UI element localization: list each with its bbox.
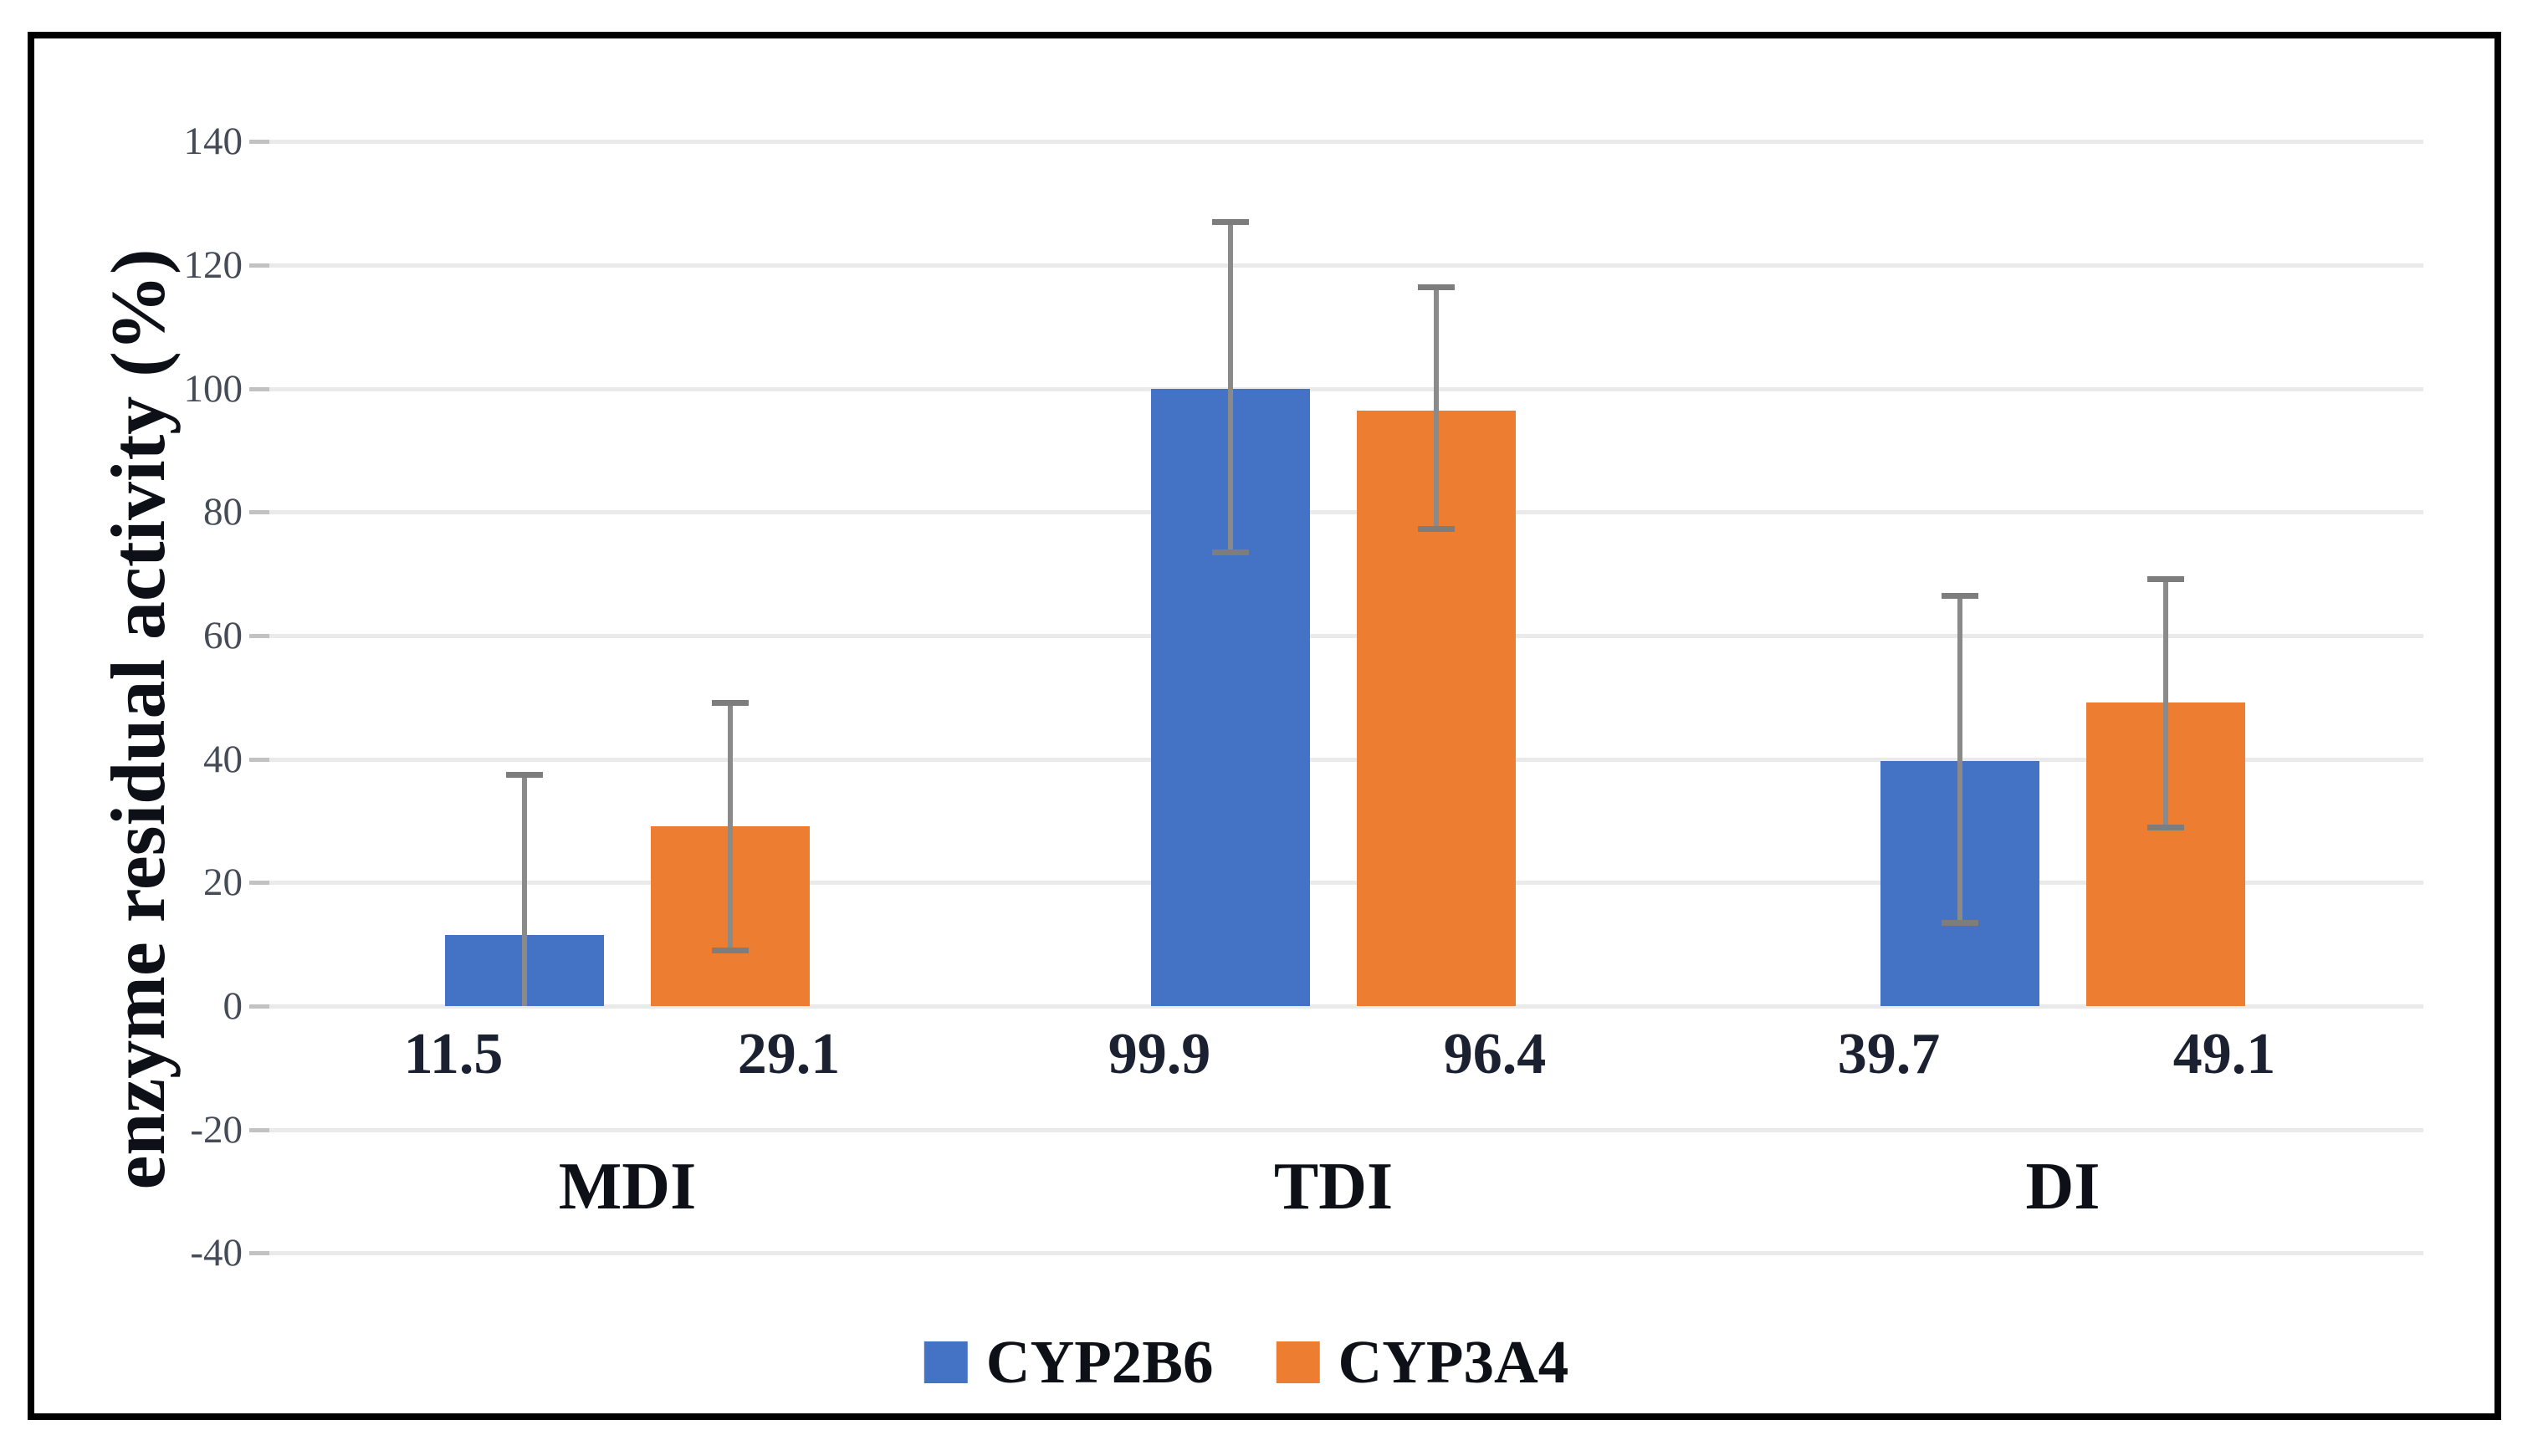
y-axis-tick [249, 633, 269, 638]
gridline [269, 633, 2423, 638]
error-bar-cap-top [712, 699, 749, 706]
y-tick-label: 0 [223, 984, 243, 1028]
error-bar [728, 702, 733, 950]
error-bar-cap-top [506, 772, 543, 779]
gridline [269, 1127, 2423, 1132]
gridline [269, 1004, 2423, 1009]
y-axis-tick [249, 510, 269, 515]
error-bar [522, 774, 527, 1006]
value-label: 49.1 [2172, 1022, 2276, 1086]
y-axis-tick [249, 1127, 269, 1132]
y-axis-tick [249, 263, 269, 268]
legend-label: CYP3A4 [1338, 1328, 1569, 1396]
y-axis-tick [249, 386, 269, 391]
value-label: 11.5 [403, 1022, 504, 1086]
category-label-di: DI [2025, 1150, 2100, 1224]
error-bar-cap-bottom [1212, 549, 1249, 556]
gridline [269, 140, 2423, 145]
y-tick-label: 40 [203, 737, 243, 781]
y-axis-tick [249, 1251, 269, 1256]
error-bar [1957, 595, 1962, 923]
value-label: 39.7 [1837, 1022, 1941, 1086]
category-label-mdi: MDI [558, 1150, 697, 1224]
error-bar [1228, 222, 1233, 553]
y-tick-label: 140 [183, 120, 243, 164]
gridline [269, 881, 2423, 886]
y-axis-tick [249, 757, 269, 762]
y-tick-label: -20 [190, 1107, 243, 1152]
y-axis-tick [249, 140, 269, 145]
legend-entry-cyp2b6: CYP2B6 [924, 1328, 1214, 1396]
y-tick-label: 20 [203, 861, 243, 905]
value-label: 29.1 [737, 1022, 841, 1086]
error-bar [2163, 578, 2168, 827]
y-tick-label: 120 [183, 243, 243, 287]
gridline [269, 757, 2423, 762]
value-label: 96.4 [1443, 1022, 1547, 1086]
gridline [269, 510, 2423, 515]
y-axis-tick [249, 1004, 269, 1009]
error-bar-cap-bottom [2147, 824, 2184, 830]
error-bar-cap-top [1212, 219, 1249, 226]
y-axis-tick [249, 881, 269, 886]
error-bar-cap-top [2147, 575, 2184, 582]
error-bar-cap-top [1418, 284, 1455, 290]
error-bar [1434, 286, 1439, 529]
error-bar-cap-top [1942, 592, 1978, 599]
value-label: 99.9 [1108, 1022, 1211, 1086]
y-tick-label: -40 [190, 1231, 243, 1275]
legend-swatch [1276, 1341, 1320, 1383]
y-tick-label: 80 [203, 490, 243, 534]
legend: CYP2B6 CYP3A4 [924, 1331, 1568, 1392]
error-bar-cap-bottom [1418, 526, 1455, 533]
legend-label: CYP2B6 [985, 1328, 1214, 1396]
legend-swatch [924, 1341, 968, 1383]
error-bar-cap-bottom [712, 947, 749, 953]
y-tick-label: 100 [183, 366, 243, 411]
category-label-tdi: TDI [1273, 1150, 1394, 1224]
gridline [269, 1251, 2423, 1256]
y-tick-label: 60 [203, 613, 243, 657]
legend-entry-cyp3a4: CYP3A4 [1276, 1331, 1568, 1392]
gridline [269, 386, 2423, 391]
error-bar-cap-bottom [1942, 920, 1978, 927]
gridline [269, 263, 2423, 268]
